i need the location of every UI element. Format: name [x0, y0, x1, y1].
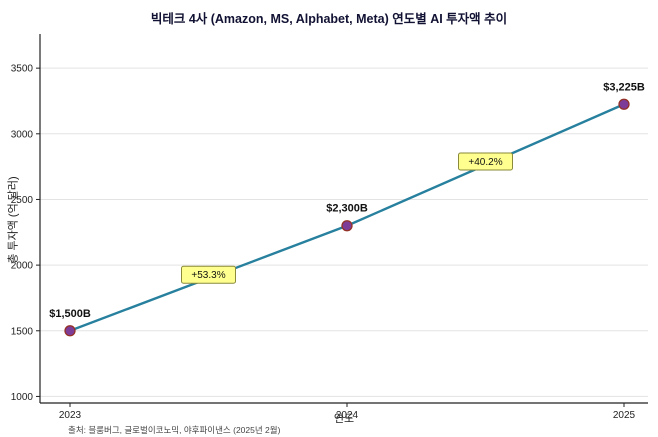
x-axis-label: 연도 [333, 413, 355, 425]
x-tick-label: 2025 [613, 410, 636, 421]
growth-annotation-box [181, 265, 236, 284]
growth-annotation-label: +40.2% [468, 157, 502, 168]
point-value-label: $3,225B [603, 81, 645, 93]
x-tick-label: 2023 [59, 410, 82, 421]
chart-title: 빅테크 4사 (Amazon, MS, Alphabet, Meta) 연도별 … [150, 12, 508, 26]
data-point [618, 98, 630, 110]
y-tick-label: 3000 [11, 129, 34, 140]
point-value-label: $1,500B [49, 308, 91, 320]
growth-annotation-box [458, 152, 513, 171]
source-note: 출처: 블룸버그, 글로벌이코노믹, 야후파이낸스 (2025년 2월) [68, 425, 281, 435]
y-tick-label: 3500 [11, 64, 34, 75]
data-point [64, 325, 76, 337]
point-value-label: $2,300B [326, 203, 368, 215]
trend-line [69, 103, 625, 332]
y-tick-label: 2500 [11, 195, 34, 206]
growth-annotation-label: +53.3% [191, 270, 225, 281]
x-tick-label: 2024 [336, 410, 359, 421]
data-point [341, 220, 353, 232]
y-tick-label: 1000 [11, 392, 34, 403]
y-tick-label: 1500 [11, 326, 34, 337]
y-tick-label: 2000 [11, 261, 34, 272]
